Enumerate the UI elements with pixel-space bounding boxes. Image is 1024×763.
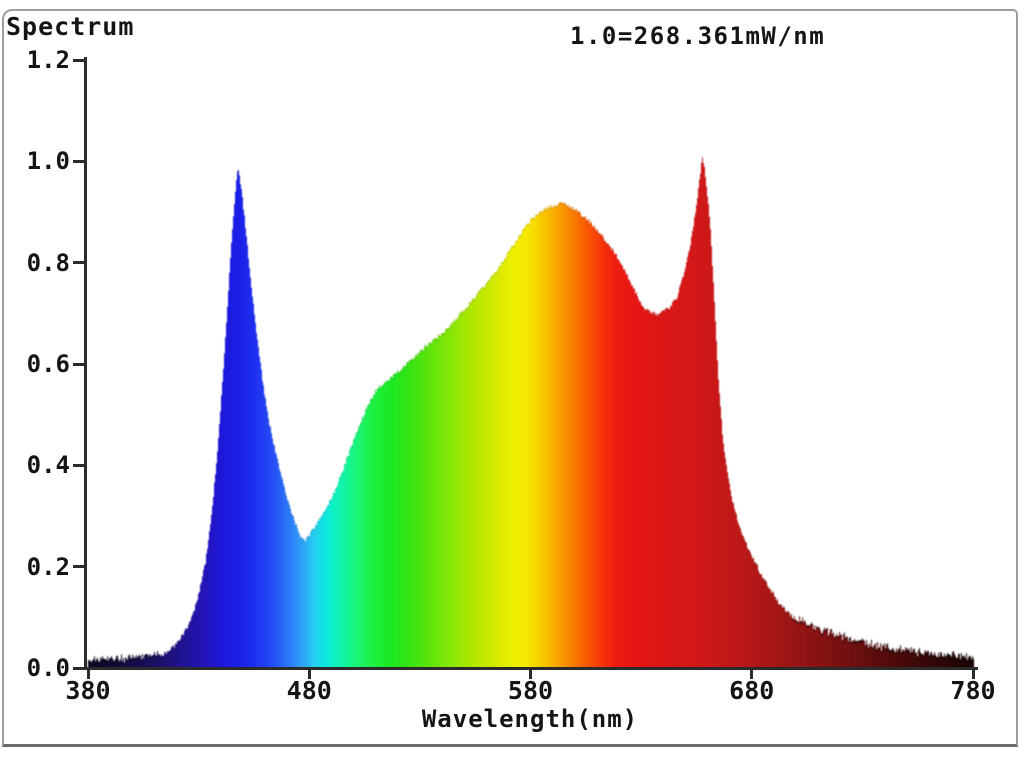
- y-tick-label: 0.8: [26, 248, 70, 277]
- scale-annotation: 1.0=268.361mW/nm: [570, 22, 826, 50]
- spectrum-canvas: [87, 55, 977, 669]
- y-tick: [73, 463, 85, 467]
- x-tick: [529, 670, 532, 679]
- y-tick-label: 0.4: [26, 451, 70, 480]
- chart-title: Spectrum: [6, 12, 135, 41]
- y-tick-label: 0.2: [26, 552, 70, 581]
- y-tick-label: 0.6: [26, 350, 70, 378]
- x-tick-label: 580: [507, 676, 554, 705]
- y-tick: [73, 666, 85, 670]
- x-tick: [307, 670, 311, 679]
- x-axis-title: Wavelength(nm): [421, 705, 639, 733]
- y-tick: [73, 362, 85, 366]
- y-tick: [73, 58, 85, 62]
- x-tick: [971, 670, 975, 679]
- y-tick-label: 1.2: [26, 46, 70, 74]
- x-tick-label: 680: [729, 676, 775, 705]
- y-tick-label: 1.0: [26, 147, 70, 176]
- y-tick: [73, 159, 85, 163]
- x-tick-label: 780: [950, 676, 996, 705]
- x-tick-label: 380: [65, 676, 111, 705]
- x-tick-label: 480: [286, 676, 332, 705]
- x-tick: [750, 670, 754, 679]
- x-tick: [86, 670, 90, 679]
- y-tick-label: 0.0: [26, 654, 70, 682]
- x-axis-line: [84, 667, 978, 670]
- y-tick: [73, 261, 85, 265]
- y-tick: [73, 565, 85, 569]
- y-axis-line: [84, 57, 87, 670]
